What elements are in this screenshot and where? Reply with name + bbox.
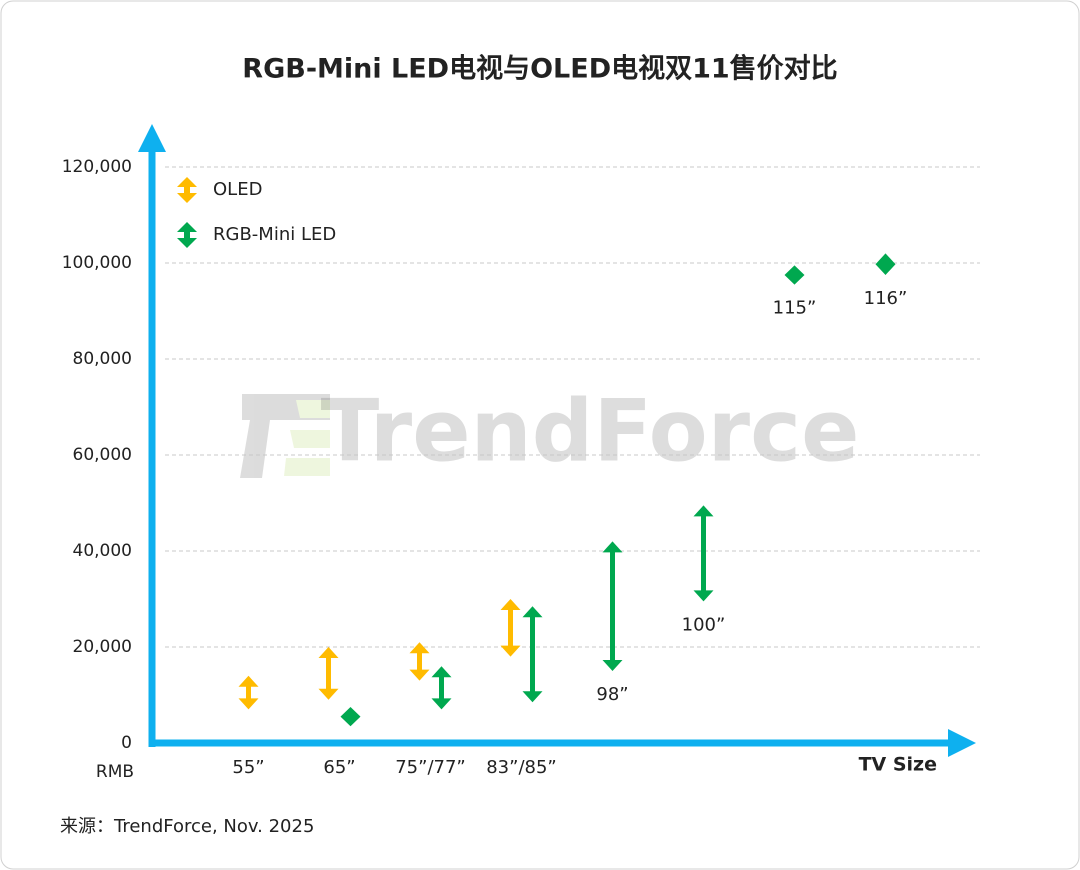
category-label: 55” — [232, 757, 264, 778]
y-tick-label: 80,000 — [73, 349, 132, 369]
range-arrow — [500, 599, 521, 657]
category-label: 115” — [773, 298, 817, 319]
range-arrow — [238, 675, 259, 710]
range-arrow — [522, 606, 543, 703]
range-arrow — [693, 505, 714, 602]
range-arrow — [602, 541, 623, 671]
y-axis-arrow — [138, 124, 166, 152]
legend-symbol — [177, 222, 197, 248]
range-arrow — [318, 647, 339, 700]
x-axis-label: TV Size — [859, 754, 937, 776]
y-tick-label: 60,000 — [73, 445, 132, 465]
range-arrow — [875, 253, 896, 275]
range-arrow — [340, 707, 361, 727]
y-tick-label: 120,000 — [62, 157, 132, 177]
watermark-logo — [240, 394, 330, 478]
range-arrow — [409, 642, 430, 681]
category-label: 83”/85” — [486, 757, 557, 778]
category-label: 98” — [596, 684, 628, 705]
range-arrow — [431, 666, 452, 710]
category-label: 75”/77” — [395, 757, 466, 778]
x-axis-arrow — [948, 729, 976, 757]
legend-label: OLED — [213, 179, 262, 200]
category-label: 116” — [864, 288, 908, 309]
legend-label: RGB-Mini LED — [213, 224, 336, 245]
source: 来源：TrendForce, Nov. 2025 — [60, 816, 314, 837]
watermark: TrendForce — [321, 381, 860, 481]
legend-symbol — [177, 177, 197, 203]
chart-title: RGB-Mini LED电视与OLED电视双11售价对比 — [242, 53, 837, 85]
y-tick-label: 100,000 — [62, 253, 132, 273]
range-arrow — [784, 265, 805, 285]
y-tick-label: 40,000 — [73, 541, 132, 561]
y-tick-label: 0 — [121, 733, 132, 753]
category-label: 65” — [323, 757, 355, 778]
y-unit: RMB — [96, 762, 134, 782]
y-tick-label: 20,000 — [73, 637, 132, 657]
category-label: 100” — [682, 614, 726, 635]
